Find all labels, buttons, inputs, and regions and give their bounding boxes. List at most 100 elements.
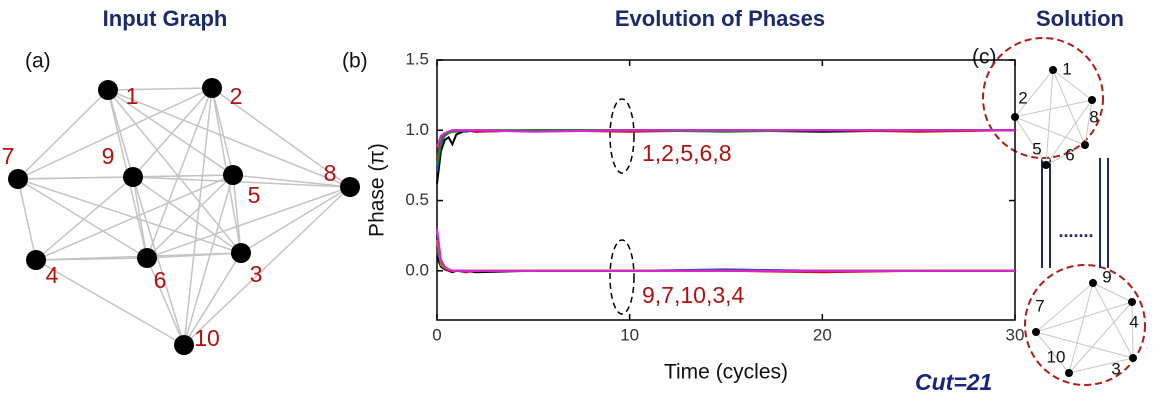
node	[231, 243, 251, 263]
edge	[17, 178, 37, 261]
edge	[1014, 99, 1093, 118]
x-tick-label: 0	[432, 325, 441, 344]
group-ellipse	[609, 239, 635, 315]
edge	[1035, 282, 1094, 333]
edge	[183, 174, 234, 346]
node-label: 3	[250, 261, 263, 287]
edge	[211, 87, 351, 188]
node-label: 2	[230, 83, 243, 109]
y-tick-label: 0.0	[405, 260, 429, 279]
edge	[1035, 331, 1134, 359]
node	[8, 169, 28, 189]
node-label: 4	[46, 262, 59, 288]
node-label: 1	[1062, 59, 1071, 78]
x-axis-label: Time (cycles)	[664, 361, 788, 384]
edge	[240, 186, 351, 254]
edge	[17, 87, 213, 180]
node-label: 3	[1111, 359, 1120, 378]
edge	[132, 176, 351, 188]
edge	[1035, 301, 1133, 333]
node-label: 5	[248, 182, 261, 208]
node	[1128, 298, 1136, 306]
cut-label: Cut=21	[915, 369, 992, 395]
panel-label: (b)	[342, 50, 368, 73]
cut-edges	[1041, 158, 1109, 268]
x-tick-label: 10	[620, 325, 639, 344]
edge	[35, 174, 234, 261]
edge	[1068, 301, 1133, 374]
edge	[1068, 357, 1134, 374]
node	[1065, 369, 1073, 377]
edge	[1014, 116, 1086, 146]
y-tick-label: 1.0	[405, 120, 429, 139]
node-label: 2	[1018, 88, 1027, 107]
node	[26, 250, 46, 270]
edge	[132, 174, 234, 178]
edge	[107, 87, 213, 91]
chart-title: Evolution of Phases	[615, 6, 825, 31]
node-label: 8	[324, 160, 337, 186]
edge	[1052, 69, 1093, 101]
y-tick-label: 0.5	[405, 190, 429, 209]
partition-circle	[1024, 264, 1146, 386]
node	[1032, 328, 1040, 336]
node	[1088, 96, 1096, 104]
dots: .......	[1058, 221, 1093, 241]
edge	[17, 89, 109, 180]
panel-label: (a)	[25, 50, 51, 73]
plot-frame	[436, 59, 1016, 321]
series-line	[436, 249, 1015, 272]
edge	[132, 87, 213, 178]
node	[174, 335, 194, 355]
node-label: 9	[102, 143, 115, 169]
edge	[17, 178, 242, 254]
edge	[1045, 144, 1086, 166]
node-label: 4	[1129, 312, 1138, 331]
edge	[1035, 331, 1070, 374]
node-label: 7	[2, 143, 15, 169]
node	[137, 248, 157, 268]
node-label: 8	[1089, 107, 1098, 126]
series-line	[436, 228, 1015, 272]
edge	[146, 257, 185, 346]
node-label: 10	[194, 325, 220, 351]
annotation: 1,2,5,6,8	[642, 140, 732, 166]
edge	[35, 259, 185, 346]
node	[1129, 354, 1137, 362]
node-label: 6	[1065, 145, 1074, 164]
solution-title: Solution	[1036, 6, 1124, 31]
graph-title: Input Graph	[103, 6, 228, 31]
edge	[132, 176, 242, 254]
annotation: 9,7,10,3,4	[642, 282, 745, 308]
node-label: 9	[1102, 267, 1111, 286]
edge	[146, 87, 213, 259]
edge	[1014, 116, 1047, 166]
edge	[132, 176, 185, 346]
edge	[1084, 99, 1093, 146]
series-line	[436, 129, 1015, 148]
node	[98, 80, 118, 100]
node-label: 6	[154, 267, 167, 293]
edge	[146, 174, 234, 259]
panel-label: (c)	[972, 46, 997, 69]
edge	[107, 89, 134, 178]
node	[1081, 141, 1089, 149]
node	[202, 78, 222, 98]
node	[1049, 66, 1057, 74]
edge	[1045, 99, 1093, 166]
edge	[183, 252, 242, 346]
edge	[107, 89, 351, 188]
edge	[1045, 69, 1054, 166]
node	[1042, 161, 1050, 169]
edge	[232, 174, 351, 188]
edge	[146, 252, 242, 259]
edge	[1092, 282, 1134, 359]
edge	[183, 87, 213, 346]
group-ellipse	[609, 98, 635, 174]
series-line	[436, 242, 1015, 274]
node-label: 1	[126, 83, 139, 109]
edge	[1014, 69, 1054, 118]
node	[123, 167, 143, 187]
edge	[1092, 282, 1133, 303]
